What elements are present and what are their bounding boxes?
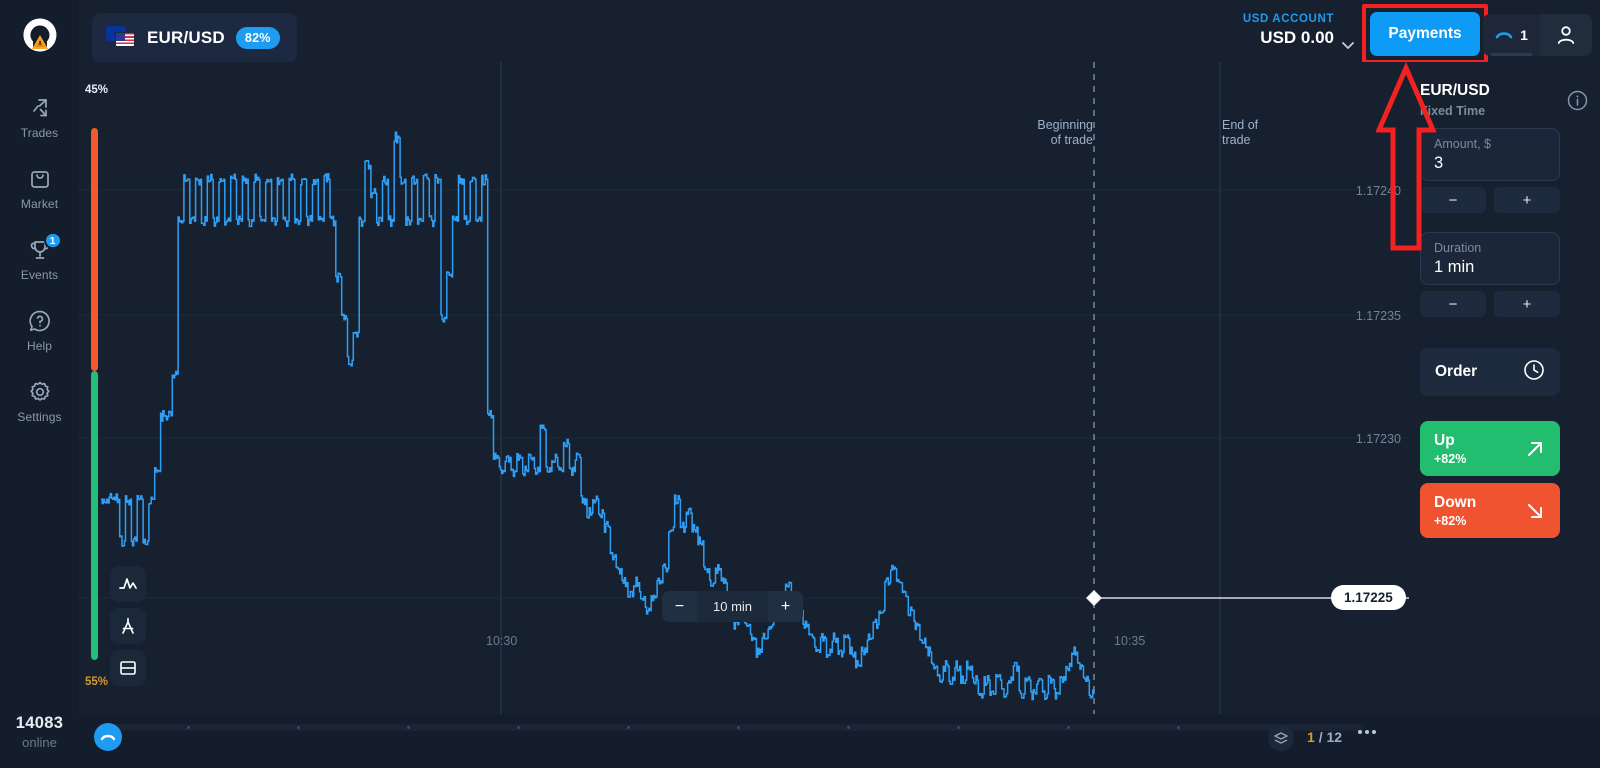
notification-count: 1 — [1520, 27, 1528, 43]
settings-gear-icon — [27, 379, 53, 405]
sidebar-item-label: Market — [20, 197, 59, 211]
current-price-dot — [1089, 593, 1099, 603]
price-chart[interactable]: 45% 55% Beginning of trade End of trade 1.… — [79, 62, 1409, 714]
page-current: 1 — [1307, 729, 1315, 745]
duration-value: 1 min — [1434, 258, 1475, 276]
price-line-series — [101, 131, 1095, 701]
indicators-chart-icon[interactable] — [110, 566, 146, 602]
sidebar-nav: Trades Market — [0, 82, 79, 437]
header-actions-group: 1 — [1483, 14, 1592, 56]
percent-top-label: 45% — [85, 84, 109, 96]
amount-value: 3 — [1434, 154, 1444, 172]
amount-label: Amount, $ — [1434, 137, 1491, 151]
y-tick-label: 1.17240 — [1355, 184, 1401, 198]
sidebar-item-help[interactable]: Help — [0, 295, 79, 366]
timeframe-value: 10 min — [697, 591, 769, 622]
account-type-label: USD ACCOUNT — [1242, 13, 1334, 25]
amount-field[interactable]: Amount, $ 3 — [1420, 128, 1560, 181]
up-payout: +82% — [1434, 451, 1467, 466]
events-badge: 1 — [43, 232, 62, 249]
market-bag-icon — [27, 166, 53, 192]
up-label: Up — [1434, 431, 1455, 449]
chart-scrollbar[interactable] — [99, 724, 1364, 731]
arrow-down-right-icon — [1524, 500, 1546, 525]
page-indicator: 1 / 12 — [1307, 729, 1342, 745]
percent-bottom-label: 55% — [85, 676, 109, 688]
end-of-trade-label: End of trade — [1222, 118, 1259, 147]
online-label: online — [22, 735, 57, 750]
notification-icon[interactable]: 1 — [1483, 14, 1540, 56]
drawing-compass-icon[interactable] — [110, 608, 146, 644]
up-trade-button[interactable]: Up +82% — [1420, 421, 1560, 476]
trade-panel: EUR/USD Fixed Time Amount, $ 3 − + Durat… — [1409, 62, 1600, 714]
down-label: Down — [1434, 493, 1477, 511]
down-payout: +82% — [1434, 513, 1467, 528]
order-label: Order — [1435, 363, 1478, 380]
y-tick-label: 1.17235 — [1355, 309, 1401, 323]
up-range-bar — [91, 371, 98, 660]
down-trade-button[interactable]: Down +82% — [1420, 483, 1560, 538]
asset-tab-name: EUR/USD — [147, 28, 225, 47]
beginning-of-trade-label: Beginning of trade — [1037, 118, 1093, 147]
x-tick-label: 10:35 — [1114, 634, 1146, 648]
sidebar-item-settings[interactable]: Settings — [0, 366, 79, 437]
amount-stepper: − + — [1420, 187, 1560, 213]
chevron-down-icon[interactable] — [1342, 36, 1354, 49]
current-price-badge: 1.17225 — [1331, 585, 1406, 610]
down-range-bar — [91, 128, 98, 371]
sidebar-item-label: Settings — [17, 410, 62, 424]
user-avatar-icon[interactable] — [1540, 14, 1592, 56]
left-sidebar: Trades Market — [0, 0, 79, 768]
duration-increase-button[interactable]: + — [1494, 291, 1560, 317]
sidebar-item-label: Help — [26, 339, 53, 353]
timeframe-control: − 10 min + — [662, 591, 804, 622]
asset-tab-payout-badge: 82% — [235, 27, 280, 49]
amount-increase-button[interactable]: + — [1494, 187, 1560, 213]
duration-decrease-button[interactable]: − — [1420, 291, 1486, 317]
info-circle-icon[interactable] — [1567, 90, 1588, 116]
clock-icon — [1523, 359, 1545, 386]
order-button[interactable]: Order — [1420, 348, 1560, 396]
x-tick-label: 10:30 — [486, 634, 518, 648]
more-horizontal-icon[interactable] — [1358, 730, 1376, 734]
olymp-ring-logo-icon[interactable] — [17, 14, 63, 60]
sidebar-item-label: Events — [20, 268, 59, 282]
chart-canvas — [79, 62, 1409, 714]
online-count: 14083 — [15, 714, 64, 732]
layers-icon[interactable] — [1268, 725, 1294, 751]
trade-panel-mode: Fixed Time — [1420, 104, 1486, 118]
duration-field[interactable]: Duration 1 min — [1420, 232, 1560, 285]
trade-panel-asset: EUR/USD — [1420, 82, 1490, 99]
layout-split-icon[interactable] — [110, 650, 146, 686]
duration-label: Duration — [1434, 241, 1482, 255]
events-trophy-icon: 1 — [27, 232, 62, 263]
timeframe-increase-button[interactable]: + — [768, 591, 804, 622]
bottom-bar: 1 / 12 — [79, 714, 1600, 768]
account-balance: USD 0.00 — [1260, 28, 1334, 47]
arrow-up-right-icon — [1524, 438, 1546, 463]
sidebar-item-events[interactable]: 1 Events — [0, 224, 79, 295]
top-header: EUR/USD 82% online EUR/USD 22.09.2021 10… — [79, 0, 1600, 82]
page-total: / 12 — [1318, 729, 1343, 745]
asset-tab-eurusd[interactable]: EUR/USD 82% — [92, 13, 297, 63]
payments-button[interactable]: Payments — [1370, 12, 1480, 56]
trades-arrows-icon — [27, 95, 53, 121]
online-users-block: 14083 online — [0, 714, 79, 750]
help-question-icon — [27, 308, 53, 334]
sidebar-item-trades[interactable]: Trades — [0, 82, 79, 153]
duration-stepper: − + — [1420, 291, 1560, 317]
sidebar-item-market[interactable]: Market — [0, 153, 79, 224]
y-tick-label: 1.17230 — [1355, 432, 1401, 446]
eur-usd-flags-icon — [106, 26, 136, 50]
amount-decrease-button[interactable]: − — [1420, 187, 1486, 213]
sidebar-item-label: Trades — [20, 126, 59, 140]
account-selector[interactable]: USD ACCOUNT USD 0.00 — [1243, 13, 1334, 48]
chart-toggle-icon[interactable] — [94, 723, 122, 751]
timeframe-decrease-button[interactable]: − — [662, 591, 697, 622]
